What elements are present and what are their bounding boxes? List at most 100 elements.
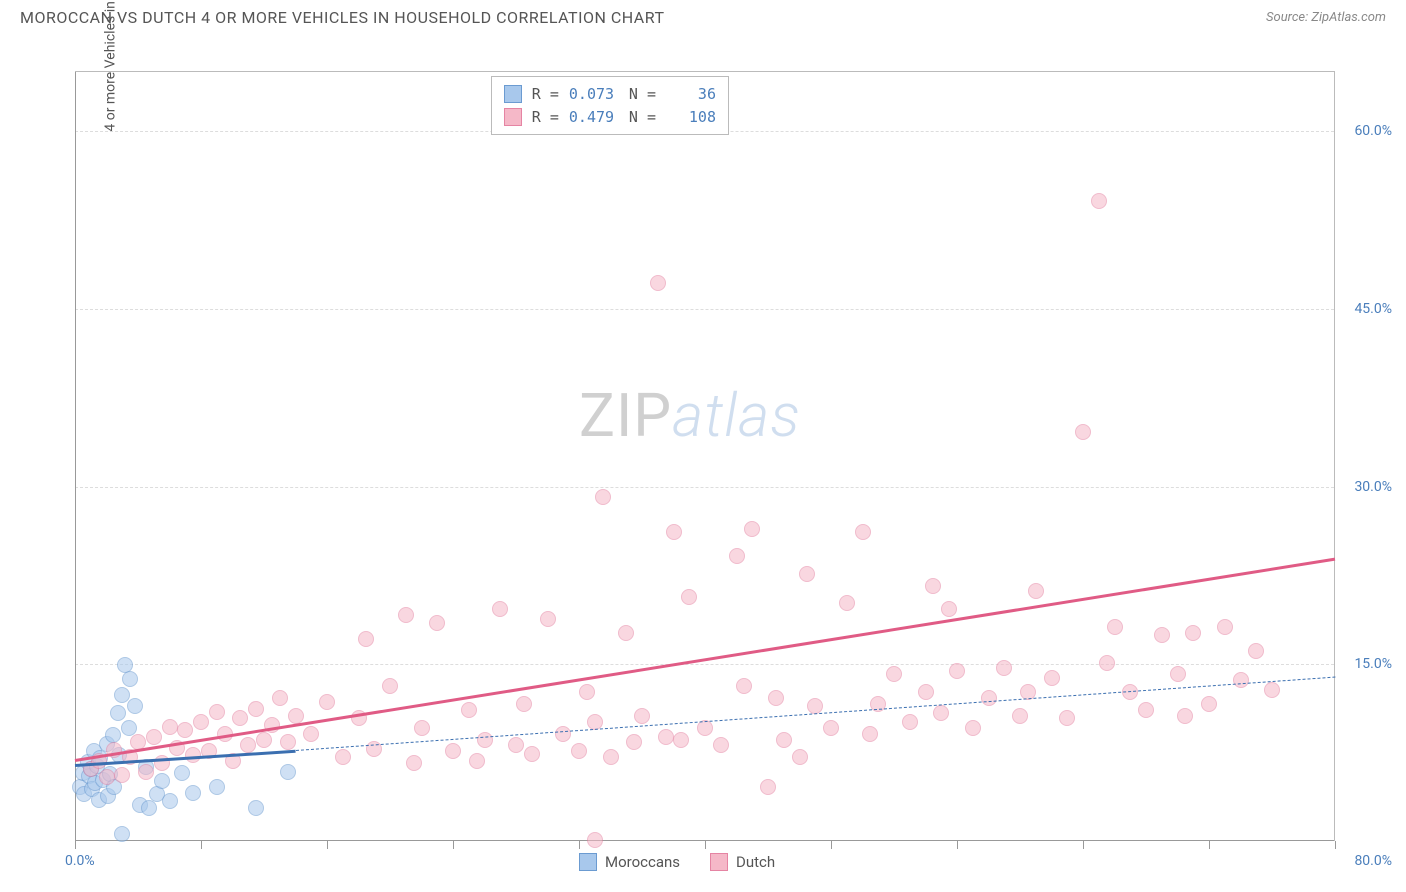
series-legend: Moroccans Dutch [579, 853, 775, 871]
data-point [540, 611, 556, 627]
data-point [1248, 643, 1264, 659]
data-point [122, 671, 138, 687]
data-point [209, 779, 225, 795]
data-point [154, 773, 170, 789]
data-point [902, 714, 918, 730]
data-point [248, 701, 264, 717]
x-tick [201, 841, 202, 849]
data-point [713, 737, 729, 753]
data-point [1264, 682, 1280, 698]
data-point [776, 732, 792, 748]
legend-swatch [504, 85, 522, 103]
data-point [1177, 708, 1193, 724]
data-point [138, 764, 154, 780]
x-tick [453, 841, 454, 849]
data-point [1233, 672, 1249, 688]
data-point [768, 690, 784, 706]
legend-r-label: R = [532, 83, 559, 106]
legend-swatch [710, 853, 728, 871]
data-point [1170, 666, 1186, 682]
data-point [1201, 696, 1217, 712]
data-point [121, 720, 137, 736]
data-point [634, 708, 650, 724]
data-point [429, 615, 445, 631]
data-point [823, 720, 839, 736]
data-point [162, 719, 178, 735]
data-point [618, 625, 634, 641]
data-point [658, 729, 674, 745]
data-point [127, 698, 143, 714]
data-point [925, 578, 941, 594]
data-point [1059, 710, 1075, 726]
data-point [1217, 619, 1233, 635]
data-point [666, 524, 682, 540]
data-point [595, 489, 611, 505]
data-point [862, 726, 878, 742]
data-point [918, 684, 934, 700]
data-point [162, 793, 178, 809]
data-point [650, 275, 666, 291]
legend-n-value: 108 [666, 106, 716, 129]
data-point [1012, 708, 1028, 724]
data-point [110, 705, 126, 721]
correlation-legend: R =0.073N =36R = 0.479 N = 108 [491, 76, 729, 135]
data-point [736, 678, 752, 694]
data-point [933, 705, 949, 721]
data-point [516, 696, 532, 712]
data-point [114, 767, 130, 783]
data-point [288, 708, 304, 724]
data-point [280, 764, 296, 780]
data-point [524, 746, 540, 762]
legend-r-value: 0.479 [569, 106, 619, 129]
gridline [75, 664, 1334, 665]
legend-r-label: R = [532, 106, 559, 129]
data-point [414, 720, 430, 736]
data-point [99, 769, 115, 785]
data-point [1107, 619, 1123, 635]
x-min-label: 0.0% [65, 853, 95, 869]
legend-swatch [504, 108, 522, 126]
data-point [579, 684, 595, 700]
x-tick [579, 841, 580, 849]
data-point [209, 704, 225, 720]
data-point [1138, 702, 1154, 718]
data-point [185, 747, 201, 763]
data-point [477, 732, 493, 748]
data-point [1091, 193, 1107, 209]
legend-label: Moroccans [605, 853, 680, 871]
legend-item: Dutch [710, 853, 775, 871]
chart-source: Source: ZipAtlas.com [1266, 10, 1386, 25]
x-tick [705, 841, 706, 849]
data-point [193, 714, 209, 730]
data-point [461, 702, 477, 718]
x-tick [1335, 841, 1336, 849]
data-point [996, 660, 1012, 676]
x-tick [1083, 841, 1084, 849]
data-point [839, 595, 855, 611]
data-point [141, 800, 157, 816]
data-point [469, 753, 485, 769]
data-point [981, 690, 997, 706]
data-point [855, 524, 871, 540]
data-point [603, 749, 619, 765]
data-point [445, 743, 461, 759]
x-tick [75, 841, 76, 849]
legend-n-label: N = [629, 106, 656, 129]
data-point [729, 548, 745, 564]
data-point [587, 714, 603, 730]
data-point [1075, 424, 1091, 440]
data-point [174, 765, 190, 781]
data-point [256, 732, 272, 748]
data-point [886, 666, 902, 682]
data-point [965, 720, 981, 736]
legend-row: R = 0.479 N = 108 [504, 106, 716, 129]
data-point [681, 589, 697, 605]
legend-row: R =0.073N =36 [504, 83, 716, 106]
data-point [319, 694, 335, 710]
y-axis [75, 72, 76, 841]
legend-swatch [579, 853, 597, 871]
data-point [587, 832, 603, 848]
data-point [1154, 627, 1170, 643]
data-point [555, 726, 571, 742]
y-tick-label: 30.0% [1354, 479, 1392, 495]
